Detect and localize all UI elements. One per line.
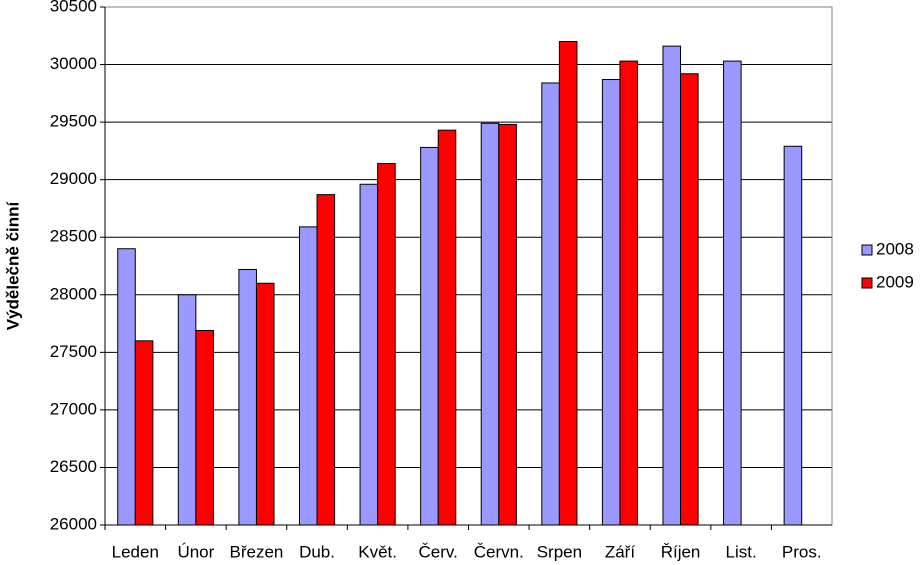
y-tick-label: 27500 — [50, 342, 97, 361]
x-tick-label: Říjen — [661, 542, 701, 561]
bar — [498, 123, 517, 526]
bar — [558, 41, 578, 526]
x-tick-label: Srpen — [537, 542, 582, 561]
bar — [420, 146, 439, 526]
bar — [238, 268, 257, 526]
x-tick-label: Červ. — [419, 542, 458, 561]
x-tick-label: Březen — [230, 542, 284, 561]
bar — [662, 45, 682, 526]
y-tick-label: 28500 — [50, 227, 97, 246]
legend-label: 2009 — [876, 272, 914, 291]
x-tick-label: Pros. — [782, 542, 822, 561]
y-tick-label: 27000 — [50, 399, 97, 418]
bar — [195, 329, 214, 526]
bar — [377, 163, 396, 526]
y-tick-label: 30000 — [50, 54, 97, 73]
bar — [601, 79, 621, 526]
y-axis-label: Výdělečně činní — [3, 200, 22, 330]
bar — [680, 73, 699, 526]
bar — [298, 226, 318, 526]
y-tick-label: 26000 — [50, 514, 97, 533]
plot-frame — [104, 6, 833, 526]
legend-swatch — [861, 244, 873, 256]
x-tick-label: Červn. — [474, 542, 524, 561]
legend-swatch — [861, 277, 873, 289]
x-tick-label: Leden — [112, 542, 159, 561]
bar — [783, 145, 803, 526]
bar — [541, 82, 560, 526]
y-tick-label: 29000 — [50, 169, 97, 188]
bar — [117, 248, 136, 526]
y-tick-label: 29500 — [50, 112, 97, 131]
bar — [437, 129, 457, 526]
x-tick-label: Září — [605, 542, 636, 561]
bar — [134, 340, 154, 526]
legend-label: 2008 — [876, 239, 914, 258]
x-tick-label: Dub. — [299, 542, 335, 561]
bar — [316, 194, 336, 526]
bar — [480, 122, 500, 526]
bar — [359, 183, 379, 526]
x-tick-label: Únor — [177, 542, 214, 561]
y-tick-label: 28000 — [50, 284, 97, 303]
bar — [177, 294, 197, 526]
bar — [723, 60, 742, 526]
x-tick-label: Květ. — [358, 542, 397, 561]
y-tick-label: 26500 — [50, 457, 97, 476]
bar — [255, 282, 275, 526]
bar — [619, 60, 639, 526]
x-tick-label: List. — [726, 542, 757, 561]
y-tick-label: 30500 — [50, 0, 97, 15]
